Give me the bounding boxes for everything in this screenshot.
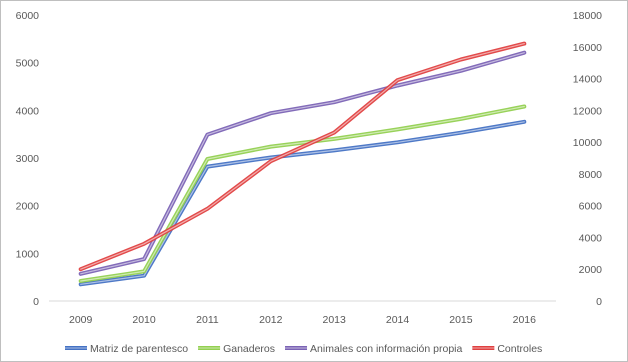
y-right-tick-label: 16000 xyxy=(573,42,602,54)
y-left-tick-label: 3000 xyxy=(16,153,40,165)
x-tick-label: 2011 xyxy=(196,314,219,326)
y-left-tick-label: 2000 xyxy=(16,201,40,213)
legend-item-4: Controles xyxy=(472,343,542,355)
legend-label: Animales con información propia xyxy=(310,343,462,355)
series-lines xyxy=(78,41,527,287)
y-right-tick-label: 2000 xyxy=(579,264,603,276)
series-line-inner xyxy=(80,42,525,270)
series-4-line xyxy=(78,41,527,272)
x-tick-label: 2009 xyxy=(69,314,93,326)
y-right-tick-label: 12000 xyxy=(573,105,602,117)
legend-label: Ganaderos xyxy=(223,343,275,355)
y-left-tick-label: 6000 xyxy=(16,10,40,22)
y-left-tick-label: 4000 xyxy=(16,105,40,117)
series-line-inner xyxy=(80,105,525,282)
series-2-line xyxy=(78,104,527,283)
x-tick-label: 2013 xyxy=(323,314,347,326)
x-tick-label: 2015 xyxy=(449,314,473,326)
x-tick-label: 2010 xyxy=(132,314,156,326)
series-line-outer xyxy=(78,41,527,272)
y-left-tick-label: 5000 xyxy=(16,58,40,70)
x-tick-label: 2014 xyxy=(386,314,410,326)
y-right-tick-label: 14000 xyxy=(573,74,602,86)
series-1-line xyxy=(78,119,527,287)
y-right-tick-label: 0 xyxy=(596,296,602,308)
y-right-tick-label: 10000 xyxy=(573,137,602,149)
x-axis-ticks: 2009 2010 2011 2012 2013 2014 2015 2016 xyxy=(69,314,536,326)
right-axis-ticks: 0 2000 4000 6000 8000 10000 12000 14000 16000 180… xyxy=(573,10,602,308)
y-right-tick-label: 8000 xyxy=(579,169,603,181)
series-line-inner xyxy=(80,121,525,285)
legend-label: Controles xyxy=(497,343,542,355)
x-tick-label: 2016 xyxy=(513,314,537,326)
legend-label: Matriz de parentesco xyxy=(90,343,188,355)
x-tick-label: 2012 xyxy=(259,314,283,326)
legend: Matriz de parentesco Ganaderos Animales co… xyxy=(65,343,542,355)
y-right-tick-label: 6000 xyxy=(579,201,603,213)
legend-item-1: Matriz de parentesco xyxy=(65,343,188,355)
y-left-tick-label: 1000 xyxy=(16,248,40,260)
y-right-tick-label: 18000 xyxy=(573,10,602,22)
y-left-tick-label: 0 xyxy=(33,296,39,308)
legend-item-3: Animales con información propia xyxy=(285,343,463,355)
y-right-tick-label: 4000 xyxy=(579,232,603,244)
left-axis-ticks: 0 1000 2000 3000 4000 5000 6000 xyxy=(16,10,40,308)
legend-item-2: Ganaderos xyxy=(198,343,275,355)
